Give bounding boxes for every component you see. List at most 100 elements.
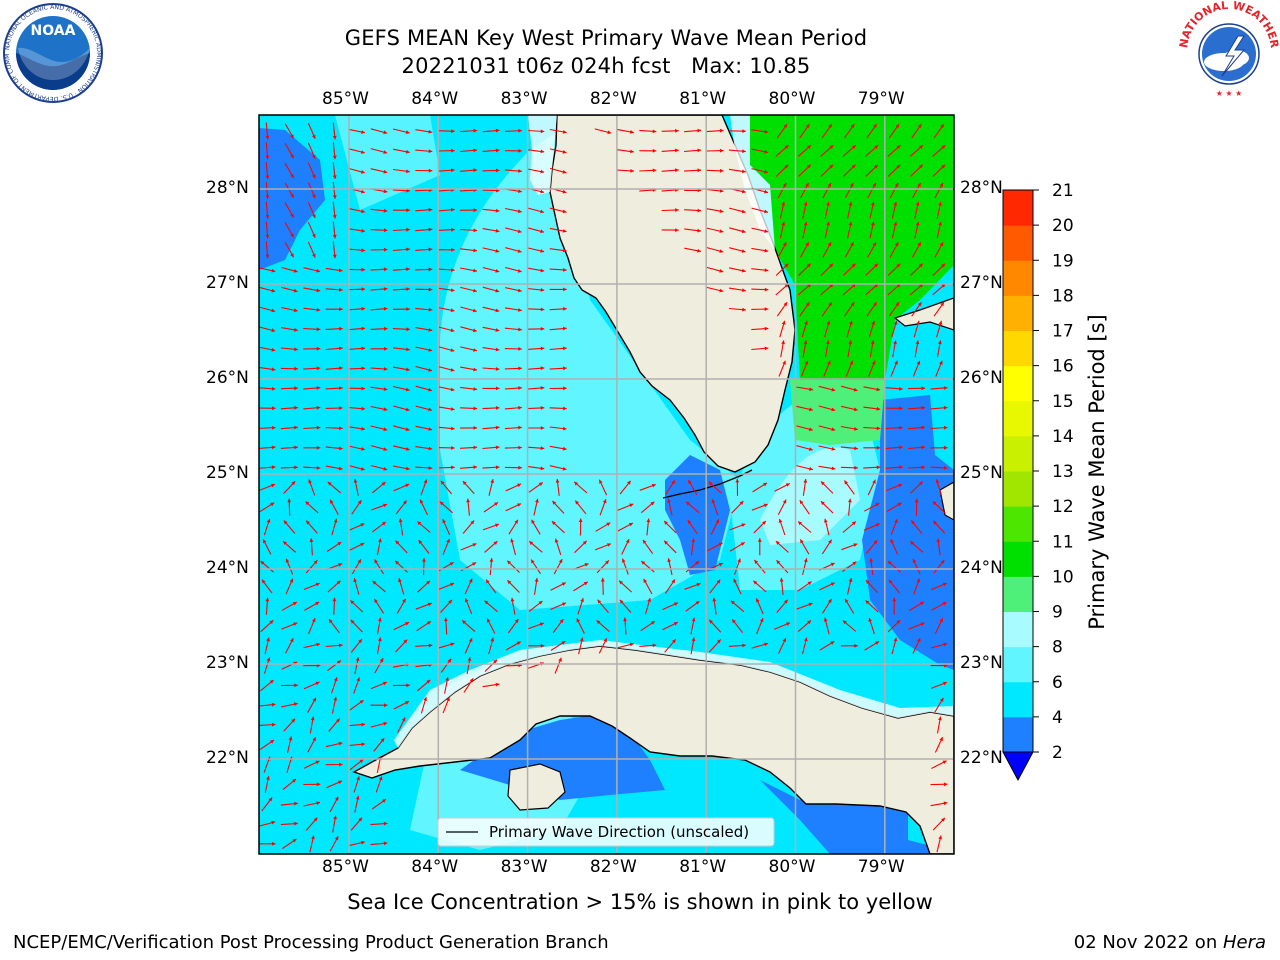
wave-arrow-head [265,254,270,259]
wave-arrow-head [918,263,923,268]
wave-arrow-head [784,145,789,149]
wave-arrow-head [374,599,378,603]
wave-arrow-head [943,801,948,806]
wave-arrow-head [627,480,631,485]
wave-arrow-head [338,268,343,273]
wave-arrow-head [428,446,433,451]
wave-arrow-head [895,302,900,307]
wave-arrow-head [804,360,809,365]
wave-arrow-head [871,221,875,226]
wave-arrow-head [939,242,944,247]
wave-arrow-head [316,405,321,410]
wave-arrow-head [762,521,766,525]
wave-arrow-head [469,678,474,683]
wave-arrow-head [484,600,489,605]
wave-arrow-head [313,817,318,822]
wave-arrow-head [405,407,410,412]
wave-arrow-head [540,129,545,134]
wave-arrow-head [535,498,539,503]
wave-arrow-head [518,189,522,193]
wave-arrow-head [518,425,522,430]
wave-arrow-head [290,174,294,178]
wave-arrow-head [764,346,769,351]
wave-arrow-head [943,642,948,647]
wave-arrow-head [675,128,679,133]
wave-arrow-head [293,702,298,707]
wave-arrow-head [266,518,271,523]
wave-arrow-head [851,145,856,149]
wave-arrow-head [405,149,410,154]
wave-arrow-head [495,228,500,233]
wave-arrow-head [294,445,298,450]
colorbar-tick-label: 12 [1052,497,1074,517]
wave-arrow-head [830,641,835,645]
wave-arrow-head [828,599,832,603]
wave-arrow-head [733,578,737,583]
wave-arrow-head [742,643,746,648]
wave-arrow-head [294,366,298,371]
wave-arrow-head [495,328,500,332]
wave-arrow-head [293,308,298,313]
wave-arrow-head [355,795,360,800]
wave-arrow-head [406,247,410,252]
wave-arrow-head [764,307,769,311]
wave-arrow-head [781,221,786,226]
cuba-land [352,645,954,854]
wave-arrow-head [495,249,500,253]
wave-arrow-head [741,189,746,194]
wave-arrow-head [899,425,903,430]
wave-arrow-head [428,287,433,292]
wave-arrow-head [360,170,365,174]
wave-arrow-head [563,366,567,371]
wave-arrow-head [757,538,762,542]
wave-arrow-head [562,229,567,233]
wave-arrow-head [428,149,433,154]
wave-arrow-head [428,168,433,173]
wave-arrow-head [271,820,276,825]
wave-arrow-head [406,208,410,213]
wave-arrow-head [361,447,365,451]
wave-arrow-head [361,150,365,154]
florida-keys [662,469,753,499]
longitude-label: 85°W [322,89,369,109]
wave-arrow-head [938,320,943,325]
wave-arrow-head [827,242,832,247]
field-9-10 [790,380,885,445]
longitude-label: 84°W [411,89,459,109]
wave-arrow-head [759,618,764,623]
latitude-label: 28°N [960,178,1003,198]
wave-arrow-head [517,229,522,234]
wave-arrow-head [308,479,312,484]
wave-arrow-head [715,519,719,524]
wave-arrow-head [803,558,808,563]
wave-arrow-head [450,368,455,372]
wave-arrow-head [287,498,292,503]
wave-arrow-head [939,360,943,365]
wave-arrow-head [361,189,365,194]
wave-arrow-head [942,760,947,764]
wave-arrow-head [876,387,881,392]
wave-arrow-head [446,697,450,702]
wave-arrow-head [473,367,477,372]
wave-arrow-head [353,578,358,583]
wave-arrow-head [876,445,881,450]
wave-arrow-head [918,481,923,486]
wave-arrow-head [332,195,337,199]
wave-arrow-head [517,288,522,293]
wave-arrow-head [439,501,444,506]
wave-arrow-head [333,815,337,820]
wave-arrow-head [271,425,276,430]
wave-arrow-head [629,503,634,508]
wave-arrow-head [487,618,491,623]
wave-arrow-head [315,582,320,587]
wave-arrow-head [899,445,903,450]
colorbar-segment [1003,400,1033,437]
colorbar-tick-label: 6 [1052,673,1063,693]
wave-arrow-head [943,405,948,410]
wave-arrow-head [361,209,365,214]
wave-arrow-head [719,189,724,193]
wave-arrow-head [507,560,512,565]
wave-arrow-head [871,360,876,365]
wave-arrow-head [708,481,713,486]
wave-arrow-head [466,498,470,503]
